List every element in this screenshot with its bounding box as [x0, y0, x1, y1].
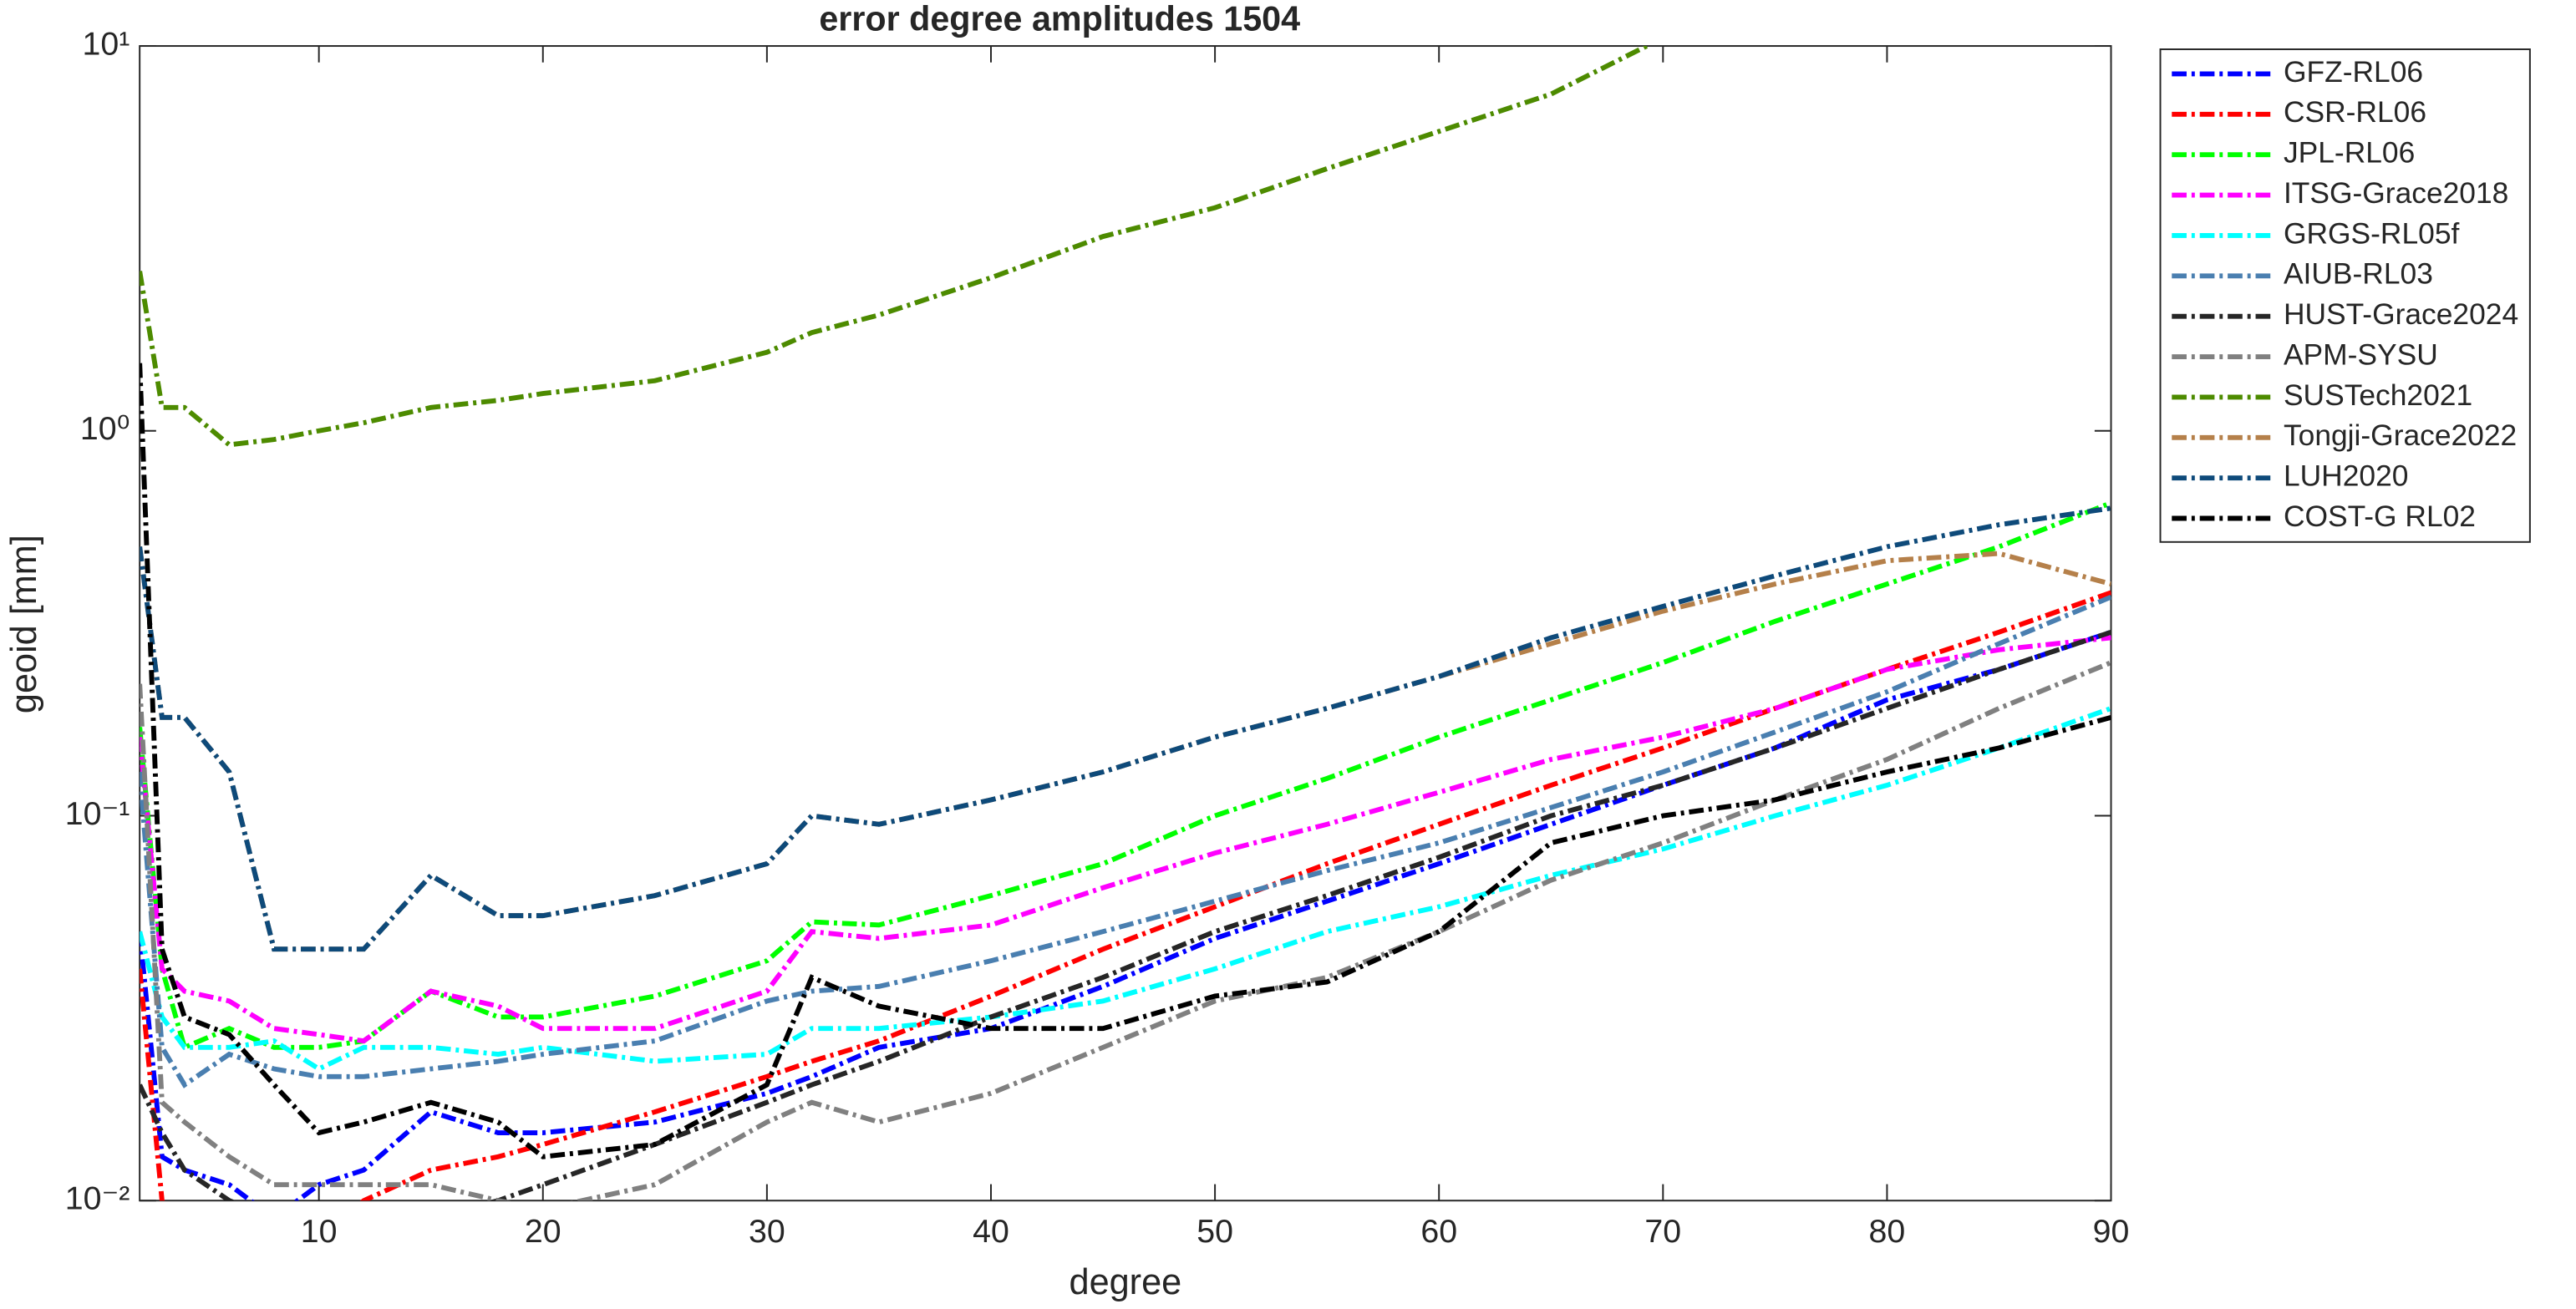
x-tick-label: 30	[749, 1213, 785, 1250]
y-tick-label: 10¹	[83, 25, 130, 62]
legend-label: JPL-RL06	[2284, 137, 2415, 170]
x-tick-label: 90	[2093, 1213, 2130, 1250]
series-line	[140, 706, 2111, 1072]
legend-label: HUST-Grace2024	[2284, 298, 2518, 331]
y-tick-label: 10⁻¹	[65, 795, 130, 832]
legend-label: ITSG-Grace2018	[2284, 177, 2508, 210]
series-line	[140, 629, 2111, 1201]
series-line	[140, 635, 2111, 1044]
x-tick-label: 60	[1420, 1213, 1457, 1250]
legend-label: GRGS-RL05f	[2284, 217, 2460, 250]
chart-title: error degree amplitudes 1504	[819, 0, 1300, 38]
legend-label: SUSTech2021	[2284, 379, 2472, 412]
legend-label: LUH2020	[2284, 459, 2408, 492]
x-tick-label: 70	[1644, 1213, 1681, 1250]
series-line	[140, 594, 2111, 1088]
y-tick-label: 10⁰	[80, 410, 130, 447]
legend-label: COST-G RL02	[2284, 500, 2476, 533]
x-axis-label: degree	[1070, 1262, 1182, 1302]
plot-area	[139, 45, 2112, 1202]
x-tick-label: 40	[973, 1213, 1009, 1250]
x-tick-label: 50	[1197, 1213, 1233, 1250]
x-tick-label: 20	[525, 1213, 561, 1250]
x-tick-label: 80	[1869, 1213, 1906, 1250]
y-axis-label: geoid [mm]	[4, 535, 44, 713]
legend-label: AIUB-RL03	[2284, 258, 2433, 291]
series-line	[140, 500, 2111, 1051]
series-line	[140, 590, 2111, 1201]
legend-label: APM-SYSU	[2284, 338, 2438, 371]
y-tick-label: 10⁻²	[65, 1180, 130, 1217]
legend-label: Tongji-Grace2022	[2284, 419, 2517, 452]
legend-label: GFZ-RL06	[2284, 56, 2423, 89]
series-line	[140, 363, 2111, 1159]
series-line	[140, 505, 2111, 952]
series-line	[140, 46, 1653, 448]
legend	[2159, 48, 2531, 543]
x-tick-label: 10	[301, 1213, 338, 1250]
series-line	[140, 660, 2111, 1201]
legend-label: CSR-RL06	[2284, 96, 2426, 129]
series-group	[140, 46, 2111, 1201]
